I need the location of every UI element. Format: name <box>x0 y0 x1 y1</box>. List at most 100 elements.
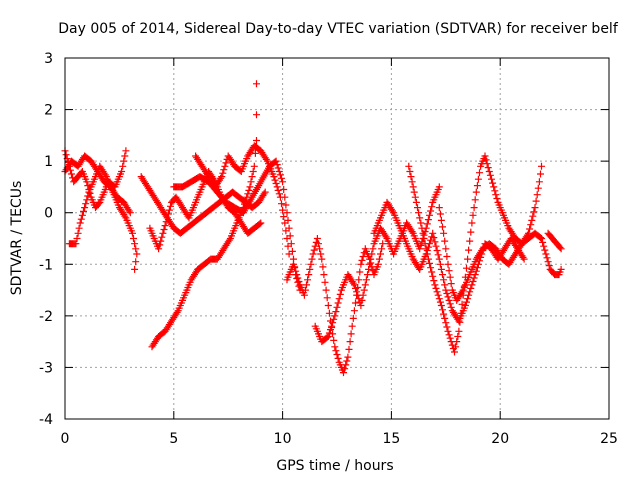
data-point-marker <box>272 180 280 187</box>
data-point-marker <box>440 310 448 318</box>
data-point-marker <box>428 203 436 211</box>
data-point-marker <box>542 250 550 258</box>
data-point-marker <box>120 157 128 165</box>
data-point-marker <box>368 250 376 258</box>
data-point-marker <box>430 234 438 242</box>
data-point-marker <box>159 229 167 237</box>
data-point-marker <box>440 276 448 284</box>
data-point-marker <box>417 241 425 249</box>
data-point-marker <box>344 353 352 361</box>
data-point-marker <box>416 214 424 222</box>
data-point-marker <box>325 329 333 337</box>
data-point-marker <box>301 286 309 294</box>
data-point-marker <box>545 262 553 270</box>
data-point-marker <box>285 250 293 258</box>
data-point-marker <box>412 198 420 206</box>
series-track-i <box>283 235 387 377</box>
data-point-marker <box>257 219 265 227</box>
data-point-marker <box>343 357 351 365</box>
data-point-marker <box>65 162 73 170</box>
data-point-marker <box>352 299 359 307</box>
data-point-marker <box>271 176 279 184</box>
data-point-marker <box>417 219 425 227</box>
data-point-marker <box>361 281 369 289</box>
data-point-marker <box>419 229 427 237</box>
data-point-marker <box>225 236 233 244</box>
data-point-marker <box>322 286 330 294</box>
data-point-marker <box>290 260 297 268</box>
data-point-marker <box>307 260 315 268</box>
data-point-marker <box>488 175 495 183</box>
data-point-marker <box>538 162 545 170</box>
data-point-marker <box>281 219 289 227</box>
data-point-marker <box>77 215 85 223</box>
data-point-marker <box>442 245 450 253</box>
data-point-marker <box>534 184 542 192</box>
data-point-marker <box>121 152 129 160</box>
x-tick-label: 5 <box>169 431 178 447</box>
data-point-marker <box>468 219 476 227</box>
data-point-marker <box>357 302 365 309</box>
data-point-marker <box>305 271 313 279</box>
data-point-marker <box>408 228 416 236</box>
data-point-marker <box>409 183 417 191</box>
data-point-marker <box>445 331 453 339</box>
data-point-marker <box>433 288 441 296</box>
data-point-marker <box>410 188 418 196</box>
data-point-marker <box>219 169 227 177</box>
data-point-marker <box>273 183 281 191</box>
data-point-marker <box>323 333 331 341</box>
data-point-marker <box>424 255 432 263</box>
data-point-marker <box>156 241 164 249</box>
data-point-marker <box>282 227 290 235</box>
data-point-marker <box>222 159 230 167</box>
data-point-marker <box>313 235 321 242</box>
x-tick-label: 0 <box>61 431 70 447</box>
data-point-marker <box>304 276 312 284</box>
data-point-marker <box>436 260 444 268</box>
data-point-marker <box>310 246 318 254</box>
data-point-marker <box>541 246 549 254</box>
data-point-marker <box>352 284 359 292</box>
data-point-marker <box>464 295 472 303</box>
data-point-marker <box>101 171 109 179</box>
data-point-marker <box>469 278 477 285</box>
data-point-marker <box>244 190 252 198</box>
data-point-marker <box>448 341 456 349</box>
data-point-marker <box>447 303 455 311</box>
data-point-marker <box>316 245 324 253</box>
data-point-marker <box>464 255 472 263</box>
data-point-marker <box>334 354 342 362</box>
data-point-marker <box>315 240 322 248</box>
data-point-marker <box>539 238 547 246</box>
data-point-marker <box>556 244 564 251</box>
data-point-marker <box>441 237 449 245</box>
data-point-marker <box>433 247 441 254</box>
data-point-marker <box>82 200 90 208</box>
data-point-marker <box>421 240 429 248</box>
data-point-marker <box>443 323 451 331</box>
y-tick-label: 3 <box>44 51 53 67</box>
y-tick-label: 0 <box>44 206 53 222</box>
series-track-l <box>405 152 545 356</box>
data-point-marker <box>528 216 536 224</box>
data-point-marker <box>356 268 364 276</box>
data-point-marker <box>416 245 424 253</box>
data-point-marker <box>481 152 489 160</box>
data-point-marker <box>84 192 92 200</box>
data-point-marker <box>341 365 349 373</box>
data-point-marker <box>328 322 336 330</box>
data-point-marker <box>444 293 452 301</box>
data-point-marker <box>406 168 414 175</box>
data-point-marker <box>437 216 445 224</box>
data-point-marker <box>444 260 452 268</box>
data-point-marker <box>467 284 475 292</box>
data-point-marker <box>349 314 357 322</box>
data-point-marker <box>473 182 481 190</box>
data-point-marker <box>473 264 481 272</box>
data-point-marker <box>442 286 450 294</box>
data-point-marker <box>434 291 442 299</box>
data-point-marker <box>119 162 127 170</box>
data-point-marker <box>78 211 86 219</box>
data-point-marker <box>132 258 140 266</box>
